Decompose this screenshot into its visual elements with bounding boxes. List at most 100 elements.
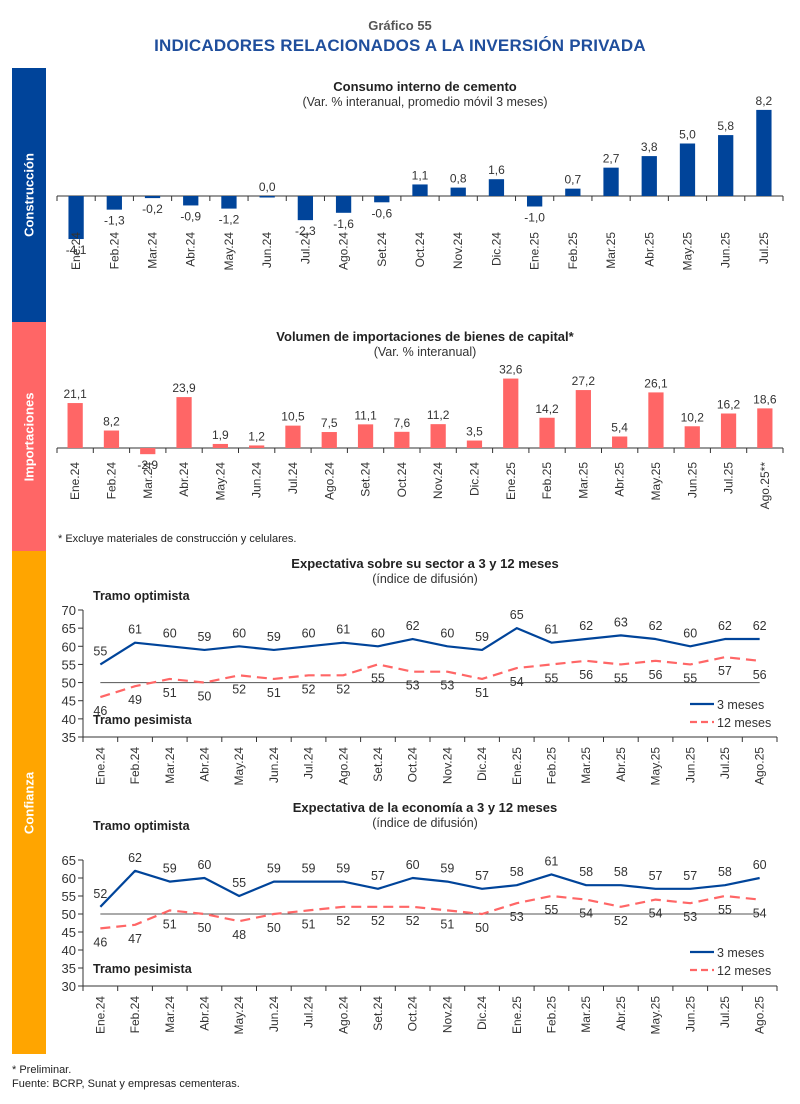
economy-x-tick-label: Ago.24 xyxy=(336,996,350,1034)
sector-x-tick-label: Jul.25 xyxy=(718,747,732,779)
sector-x-tick-label: Jun.24 xyxy=(267,747,281,783)
imports-x-tick-label: Jul.25 xyxy=(722,462,736,494)
imports-data-label: 1,2 xyxy=(248,429,265,443)
economy-data-label-12m: 51 xyxy=(163,917,177,931)
cement-data-label: 5,0 xyxy=(679,128,696,142)
economy-x-tick-label: Feb.25 xyxy=(544,996,558,1034)
imports-data-label: 7,5 xyxy=(321,416,338,430)
sector-data-label-3m: 62 xyxy=(579,619,593,633)
cement-bar xyxy=(374,196,390,203)
economy-data-label-3m: 57 xyxy=(649,869,663,883)
imports-data-label: 27,2 xyxy=(572,374,596,388)
preliminary-note: * Preliminar. xyxy=(12,1064,72,1076)
sector-data-label-12m: 51 xyxy=(475,686,489,700)
economy-x-tick-label: Feb.24 xyxy=(128,996,142,1034)
sector-data-label-3m: 62 xyxy=(753,619,767,633)
sector-x-tick-label: May.25 xyxy=(649,747,663,786)
economy-x-tick-label: Jun.25 xyxy=(683,996,697,1032)
economy-x-tick-label: Ene.24 xyxy=(93,996,107,1034)
cement-bar xyxy=(603,167,619,196)
economy-data-label-3m: 59 xyxy=(267,862,281,876)
sector-y-tick-label: 45 xyxy=(62,694,76,709)
imports-x-tick-label: Nov.24 xyxy=(431,462,445,499)
cement-bar xyxy=(221,196,237,209)
figure-title: INDICADORES RELACIONADOS A LA INVERSIÓN … xyxy=(154,36,646,55)
sector-data-label-12m: 52 xyxy=(336,682,350,696)
cement-bar xyxy=(297,196,314,221)
cement-data-label: 3,8 xyxy=(641,140,658,154)
economy-x-tick-label: Jul.25 xyxy=(718,996,732,1028)
sector-data-label-12m: 51 xyxy=(163,686,177,700)
sector-y-tick-label: 65 xyxy=(62,621,76,636)
imports-x-tick-label: Mar.24 xyxy=(141,462,155,499)
cement-x-tick-label: Ene.25 xyxy=(528,232,542,270)
cement-bar xyxy=(183,196,199,206)
economy-data-label-12m: 55 xyxy=(718,903,732,917)
imports-bar xyxy=(430,424,446,448)
chart4-title: Expectativa de la economía a 3 y 12 mese… xyxy=(292,800,558,815)
imports-bar xyxy=(539,417,555,448)
economy-x-tick-label: Set.24 xyxy=(371,996,385,1031)
economy-data-label-12m: 54 xyxy=(753,907,767,921)
economy-data-label-12m: 46 xyxy=(93,935,107,949)
economy-y-tick-label: 30 xyxy=(62,979,76,994)
sector-data-label-12m: 52 xyxy=(232,682,246,696)
sector-data-label-3m: 60 xyxy=(163,626,177,640)
imports-x-tick-label: Jul.24 xyxy=(286,462,300,494)
cement-bar xyxy=(565,188,581,196)
economy-data-label-3m: 58 xyxy=(510,865,524,879)
sector-data-label-3m: 59 xyxy=(475,630,489,644)
cement-x-tick-label: Set.24 xyxy=(375,232,389,267)
sector-x-tick-label: Mar.25 xyxy=(579,747,593,784)
economy-x-tick-label: Ago.25 xyxy=(753,996,767,1034)
sector-y-tick-label: 60 xyxy=(62,639,76,654)
imports-bar xyxy=(249,445,265,448)
sector-data-label-3m: 60 xyxy=(683,626,697,640)
chart1-subtitle: (Var. % interanual, promedio móvil 3 mes… xyxy=(302,95,548,109)
economy-x-tick-label: May.25 xyxy=(649,996,663,1035)
economy-y-tick-label: 55 xyxy=(62,889,76,904)
cement-x-tick-label: Nov.24 xyxy=(451,232,465,269)
cement-x-tick-label: Ago.24 xyxy=(337,232,351,270)
sector-data-label-12m: 52 xyxy=(302,682,316,696)
economy-data-label-3m: 59 xyxy=(302,862,316,876)
economy-data-label-3m: 58 xyxy=(579,865,593,879)
economy-data-label-12m: 52 xyxy=(614,914,628,928)
economy-data-label-12m: 53 xyxy=(510,910,524,924)
cement-data-label: -1,0 xyxy=(524,211,545,225)
economy-data-label-12m: 53 xyxy=(683,910,697,924)
economy-data-label-3m: 60 xyxy=(406,858,420,872)
sector-y-tick-label: 70 xyxy=(62,603,76,618)
cement-bar xyxy=(106,196,122,210)
chart3-subtitle: (índice de difusión) xyxy=(372,572,478,586)
cement-data-label: 1,6 xyxy=(488,163,505,177)
imports-data-label: 11,1 xyxy=(354,408,377,422)
cement-data-label: -1,2 xyxy=(219,213,240,227)
economy-x-tick-label: Mar.25 xyxy=(579,996,593,1033)
imports-bar xyxy=(285,425,301,448)
sector-data-label-12m: 46 xyxy=(93,704,107,718)
imports-data-label: -2,9 xyxy=(137,458,158,472)
imports-x-tick-label: Oct.24 xyxy=(395,462,409,498)
sector-x-tick-label: May.24 xyxy=(232,747,246,786)
economy-data-label-3m: 60 xyxy=(753,858,767,872)
imports-data-label: 32,6 xyxy=(499,363,523,377)
imports-x-tick-label: Set.24 xyxy=(359,462,373,497)
sector-y-tick-label: 55 xyxy=(62,657,76,672)
cement-data-label: 8,2 xyxy=(756,94,773,108)
cement-x-tick-label: Ene.24 xyxy=(69,232,83,270)
cement-bar xyxy=(335,196,352,213)
sector-x-tick-label: Abr.24 xyxy=(197,747,211,782)
sector-data-label-12m: 55 xyxy=(371,671,385,685)
imports-bar xyxy=(720,413,737,448)
sector-data-label-12m: 51 xyxy=(267,686,281,700)
economy-y-tick-label: 40 xyxy=(62,943,76,958)
economy-data-label-3m: 59 xyxy=(440,862,454,876)
imports-data-label: 10,2 xyxy=(681,410,705,424)
imports-bar xyxy=(684,426,700,448)
economy-data-label-3m: 55 xyxy=(232,876,246,890)
sector-legend-label-3m: 3 meses xyxy=(717,698,764,712)
imports-bar xyxy=(466,440,483,448)
cement-bar xyxy=(718,135,734,196)
sector-data-label-12m: 53 xyxy=(440,679,454,693)
